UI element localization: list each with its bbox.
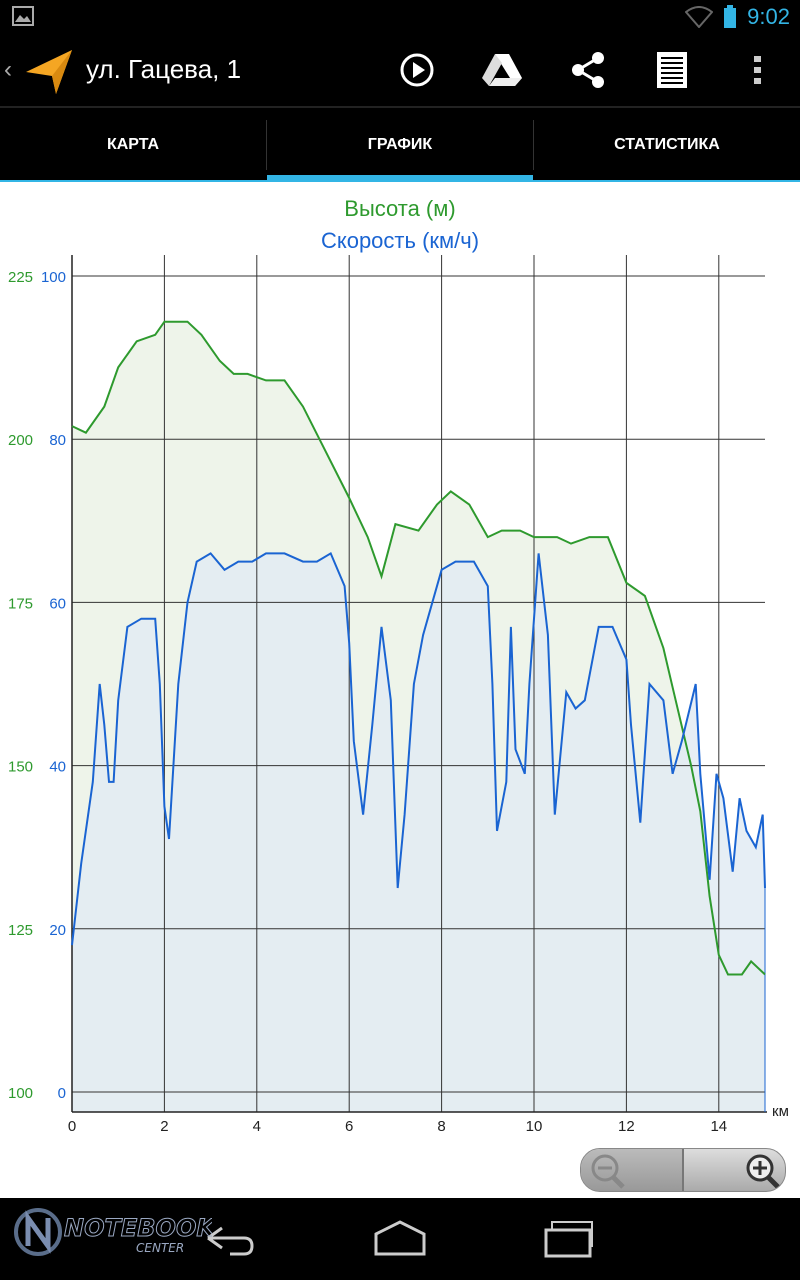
speed-tick-label: 20 bbox=[49, 922, 66, 939]
speed-tick-label: 80 bbox=[49, 432, 66, 449]
x-tick-label: 10 bbox=[526, 1118, 543, 1135]
tab-divider bbox=[533, 120, 534, 170]
zoom-divider bbox=[682, 1149, 684, 1191]
system-navigation-bar bbox=[0, 1198, 800, 1280]
tab-map[interactable]: КАРТА bbox=[106, 136, 160, 153]
zoom-controls bbox=[580, 1148, 786, 1192]
x-unit-label: км bbox=[772, 1103, 789, 1120]
svg-text:CENTER: CENTER bbox=[136, 1241, 184, 1255]
list-icon[interactable] bbox=[650, 48, 694, 92]
track-title: ул. Гацева, 1 bbox=[86, 54, 242, 84]
speed-line bbox=[71, 551, 766, 946]
x-tick-label: 8 bbox=[437, 1118, 445, 1135]
x-tick-label: 14 bbox=[710, 1118, 727, 1135]
elevation-tick-label: 100 bbox=[8, 1085, 33, 1102]
x-tick-label: 12 bbox=[618, 1118, 635, 1135]
x-tick-label: 0 bbox=[68, 1118, 76, 1135]
battery-icon bbox=[724, 5, 737, 28]
notebook-center-watermark-logo: NOTEBOOK CENTER bbox=[14, 1208, 212, 1256]
speed-tick-label: 60 bbox=[49, 595, 66, 612]
image-icon bbox=[12, 6, 34, 26]
selected-tab-indicator bbox=[267, 175, 533, 182]
speed-tick-label: 40 bbox=[49, 759, 66, 776]
speed-tick-label: 0 bbox=[58, 1085, 66, 1102]
speed-area bbox=[72, 553, 765, 1112]
x-tick-label: 6 bbox=[345, 1118, 353, 1135]
plot-background bbox=[72, 255, 765, 1112]
speed-tick-label: 100 bbox=[41, 269, 66, 286]
clock: 9:02 bbox=[747, 4, 790, 29]
zoom-in-icon bbox=[746, 1154, 780, 1189]
action-bar: ‹ ул. Гацева, 1 bbox=[0, 34, 800, 108]
legend-speed: Скорость (км/ч) bbox=[320, 228, 480, 253]
zoom-out-icon bbox=[591, 1154, 625, 1189]
up-caret-icon[interactable]: ‹ bbox=[4, 56, 12, 83]
elevation-area bbox=[72, 321, 765, 1112]
zoom-out-button[interactable] bbox=[581, 1149, 682, 1191]
tab-bar: КАРТА ГРАФИК СТАТИСТИКА bbox=[0, 108, 800, 182]
status-bar: 9:02 bbox=[0, 0, 800, 34]
elevation-tick-label: 175 bbox=[8, 595, 33, 612]
app-logo-navigation-arrow-icon[interactable] bbox=[22, 42, 78, 98]
tab-statistics[interactable]: СТАТИСТИКА bbox=[614, 136, 720, 153]
recent-apps-icon[interactable] bbox=[540, 1218, 600, 1258]
legend-elevation: Высота (м) bbox=[344, 196, 456, 221]
elevation-tick-label: 200 bbox=[8, 432, 33, 449]
elevation-tick-label: 225 bbox=[8, 269, 33, 286]
wifi-icon bbox=[685, 6, 714, 28]
overflow-menu-icon[interactable] bbox=[736, 48, 780, 92]
share-icon[interactable] bbox=[566, 48, 610, 92]
x-tick-label: 2 bbox=[160, 1118, 168, 1135]
elevation-tick-label: 150 bbox=[8, 759, 33, 776]
back-icon[interactable] bbox=[200, 1218, 260, 1258]
tab-divider bbox=[266, 120, 267, 170]
home-icon[interactable] bbox=[370, 1218, 430, 1258]
elevation-tick-label: 125 bbox=[8, 922, 33, 939]
svg-text:NOTEBOOK: NOTEBOOK bbox=[64, 1214, 212, 1242]
elevation-line bbox=[71, 320, 766, 976]
google-drive-icon[interactable] bbox=[480, 48, 524, 92]
tab-chart[interactable]: ГРАФИК bbox=[367, 136, 433, 153]
x-tick-label: 4 bbox=[253, 1118, 261, 1135]
play-icon[interactable] bbox=[395, 48, 439, 92]
zoom-in-button[interactable] bbox=[684, 1149, 785, 1191]
